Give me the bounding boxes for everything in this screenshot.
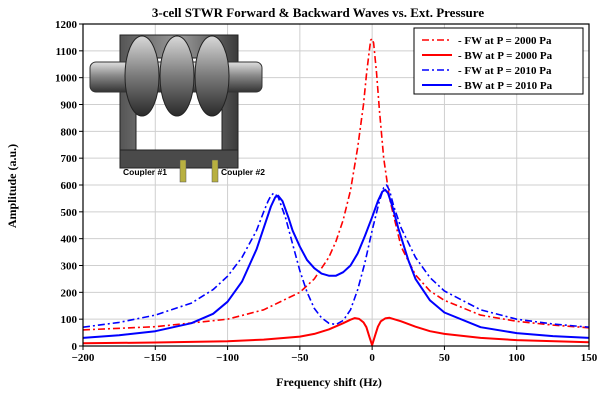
y-tick-label: 0 — [72, 341, 78, 353]
legend-box — [413, 27, 584, 95]
y-axis-label: Amplitude (a.u.) — [5, 144, 19, 228]
y-tick-label: 1100 — [56, 46, 78, 58]
y-tick-label: 300 — [61, 261, 78, 273]
coupler-2-pin — [211, 159, 219, 183]
series-line — [82, 188, 590, 339]
x-tick-label: −100 — [216, 352, 239, 364]
y-tick-label: 700 — [61, 153, 78, 165]
y-tick-label: 900 — [61, 100, 78, 112]
x-tick-label: 100 — [508, 352, 525, 364]
coupler-1-pin — [179, 159, 187, 183]
legend-label: - BW at P = 2010 Pa — [458, 80, 553, 92]
x-tick-label: 150 — [581, 352, 598, 364]
y-ticks: 0 100 200 300 400 500 600 700 800 900 1000 1100 1200 — [55, 19, 83, 353]
x-axis-label: Frequency shift (Hz) — [276, 375, 382, 389]
y-tick-label: 400 — [61, 234, 78, 246]
y-tick-label: 1000 — [55, 73, 78, 85]
waveguide-bottom — [119, 149, 239, 169]
legend: - FW at P = 2000 Pa - BW at P = 2000 Pa - … — [413, 27, 584, 95]
resonator-illustration: Coupler #1 Coupler #2 — [89, 34, 265, 183]
coupler-1-label: Coupler #1 — [123, 167, 167, 177]
x-tick-label: −150 — [144, 352, 167, 364]
legend-label: - FW at P = 2000 Pa — [458, 35, 552, 47]
cell-3 — [194, 35, 230, 117]
x-ticks: −200 −150 −100 −50 0 50 100 150 — [72, 346, 598, 364]
y-tick-label: 200 — [61, 287, 78, 299]
y-tick-label: 100 — [61, 314, 78, 326]
x-tick-label: 0 — [369, 352, 375, 364]
x-tick-label: −200 — [72, 352, 95, 364]
y-tick-label: 800 — [61, 126, 78, 138]
cell-1 — [124, 35, 160, 117]
legend-label: - BW at P = 2000 Pa — [458, 50, 553, 62]
chart-title: 3-cell STWR Forward & Backward Waves vs.… — [152, 5, 484, 20]
y-tick-label: 1200 — [55, 19, 78, 31]
series-line — [82, 38, 590, 331]
series-line — [82, 184, 590, 328]
series-layer — [82, 38, 590, 347]
cell-2 — [159, 35, 195, 117]
y-tick-label: 500 — [61, 207, 78, 219]
y-tick-label: 600 — [61, 180, 78, 192]
x-tick-label: −50 — [291, 352, 309, 364]
x-tick-label: 50 — [439, 352, 451, 364]
coupler-2-label: Coupler #2 — [221, 167, 265, 177]
legend-label: - FW at P = 2010 Pa — [458, 65, 552, 77]
series-line — [82, 316, 590, 347]
